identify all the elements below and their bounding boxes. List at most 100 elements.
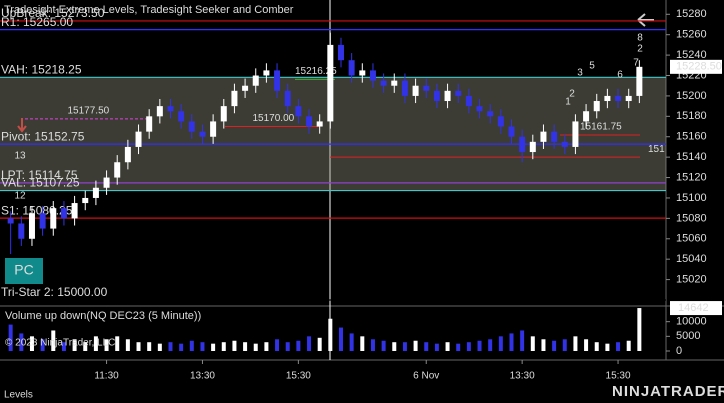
volume-bar xyxy=(584,339,589,351)
last-price: 15228.50 xyxy=(676,61,722,73)
candle-body xyxy=(210,121,217,137)
volume-bar xyxy=(232,340,237,351)
y-tick-label: 15140 xyxy=(676,151,707,163)
candle-body xyxy=(199,131,206,137)
level-label: VAL: 15107.25 xyxy=(1,176,80,190)
x-tick-label: 11:30 xyxy=(94,371,119,382)
candle-body xyxy=(455,90,462,96)
candle-body xyxy=(242,85,249,91)
volume-bar xyxy=(498,336,503,351)
candle-body xyxy=(135,131,142,147)
volume-bar xyxy=(8,324,13,351)
volume-bar xyxy=(605,343,610,351)
volume-bar xyxy=(573,336,578,351)
annotation-label: 15177.50 xyxy=(68,106,110,117)
y-tick-label: 15240 xyxy=(676,49,707,61)
y-tick-label: 15100 xyxy=(676,192,707,204)
logo: NINJATRADER xyxy=(612,383,724,400)
candle-body xyxy=(401,80,408,96)
candle-body xyxy=(7,218,14,224)
signal-count: 5 xyxy=(589,61,595,72)
annotation-label: 15216.25 xyxy=(295,66,337,77)
candle-body xyxy=(306,116,313,127)
volume-bar xyxy=(488,339,493,351)
volume-bar xyxy=(285,342,290,351)
last-price-box xyxy=(670,59,722,74)
volume-bar xyxy=(83,342,88,351)
price-title: Tradesight Extreme Levels, Tradesight Se… xyxy=(4,4,294,16)
candle-body xyxy=(337,44,344,61)
volume-bar xyxy=(125,339,130,351)
plot: 1502015040150601508015100151201514015160… xyxy=(0,6,722,382)
volume-bar xyxy=(104,339,109,351)
candle-body xyxy=(369,70,376,81)
candle-body xyxy=(412,85,419,96)
y-tick-label: 15020 xyxy=(676,273,707,285)
signal-count: 7 xyxy=(633,58,639,69)
annotation-label: 15170.00 xyxy=(253,113,295,124)
y-tick-label: 15260 xyxy=(676,29,707,41)
level-label: Pivot: 15152.75 xyxy=(1,129,85,143)
tab-label[interactable]: Levels xyxy=(4,390,33,401)
candle-body xyxy=(252,75,259,86)
volume-bar xyxy=(381,340,386,351)
y-tick-label: 0 xyxy=(676,345,682,357)
candle-body xyxy=(529,141,536,153)
candle-body xyxy=(423,85,430,91)
volume-bar xyxy=(413,340,418,351)
signal-arrow xyxy=(17,118,27,133)
x-tick-label: 6 Nov xyxy=(413,371,439,382)
volume-bar xyxy=(424,342,429,351)
candle-body xyxy=(103,177,110,188)
volume-bar xyxy=(307,336,312,351)
candle-body xyxy=(476,106,483,112)
candle-body xyxy=(92,187,99,198)
y-tick-label: 15180 xyxy=(676,110,707,122)
x-tick-label: 15:30 xyxy=(606,371,631,382)
candle-body xyxy=(604,95,611,102)
candle-body xyxy=(114,162,121,178)
candle-body xyxy=(380,80,387,86)
volume-bar xyxy=(328,318,333,351)
volume-bar xyxy=(360,336,365,351)
candle-body xyxy=(18,223,25,239)
volume-bar xyxy=(147,342,152,351)
candle-body xyxy=(359,70,366,76)
volume-bar xyxy=(296,340,301,351)
volume-bar xyxy=(243,342,248,351)
volume-bar xyxy=(445,342,450,351)
y-tick-label: 15160 xyxy=(676,131,707,143)
x-tick-label: 13:30 xyxy=(510,371,535,382)
volume-bar xyxy=(179,343,184,351)
candle-body xyxy=(274,70,281,91)
last-volume-box xyxy=(670,301,722,316)
candle-body xyxy=(508,126,515,137)
candle-body xyxy=(188,121,195,132)
volume-bar xyxy=(189,340,194,351)
y-tick-label: 15040 xyxy=(676,253,707,265)
volume-bar xyxy=(19,333,24,351)
candle-body xyxy=(156,106,163,117)
candle-body xyxy=(572,121,579,147)
candle-body xyxy=(625,95,632,102)
candle-body xyxy=(465,95,472,107)
signal-count: 1 xyxy=(565,97,571,108)
volume-bar xyxy=(477,340,482,351)
candle-body xyxy=(551,131,558,142)
y-tick-label: 15060 xyxy=(676,233,707,245)
volume-bar xyxy=(541,339,546,351)
candle-body xyxy=(124,146,131,163)
volume-bar xyxy=(594,342,599,351)
candle-body xyxy=(146,116,153,132)
annotation-label: 15161.75 xyxy=(580,122,622,133)
volume-bar xyxy=(637,308,642,351)
candle-body xyxy=(220,106,227,122)
y-tick-label: 15080 xyxy=(676,212,707,224)
signal-count: 2 xyxy=(569,89,575,100)
candle-body xyxy=(561,141,568,147)
candle-body xyxy=(167,106,174,112)
candle-body xyxy=(284,90,291,107)
volume-bar xyxy=(264,342,269,351)
volume-bar xyxy=(370,339,375,351)
